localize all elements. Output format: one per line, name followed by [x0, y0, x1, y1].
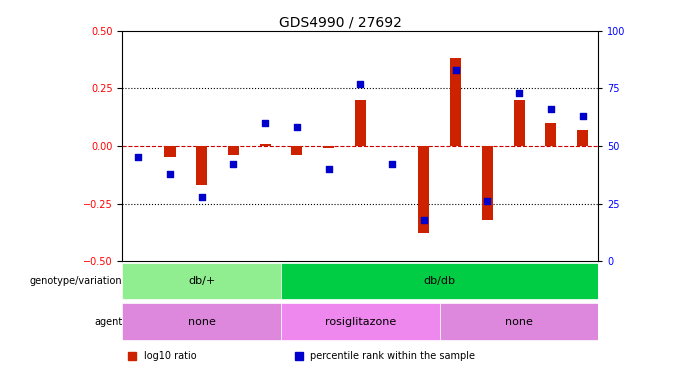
Text: GSM904683: GSM904683 [578, 265, 587, 312]
Text: GSM904679: GSM904679 [451, 265, 460, 312]
Text: GSM904680: GSM904680 [483, 265, 492, 312]
Bar [545, 123, 556, 146]
FancyBboxPatch shape [440, 303, 598, 340]
Text: GSM904682: GSM904682 [546, 265, 556, 311]
Text: GSM904677: GSM904677 [229, 265, 238, 312]
Point [387, 161, 398, 167]
FancyBboxPatch shape [281, 303, 440, 340]
Bar [450, 58, 461, 146]
Text: none: none [505, 316, 533, 327]
Text: genotype/variation: genotype/variation [30, 276, 122, 286]
Point [513, 90, 524, 96]
Text: GSM904681: GSM904681 [515, 265, 524, 311]
Text: none: none [188, 316, 216, 327]
Text: GSM904675: GSM904675 [165, 265, 175, 312]
Point [228, 161, 239, 167]
Text: percentile rank within the sample: percentile rank within the sample [310, 351, 475, 361]
Text: GSM904685: GSM904685 [324, 265, 333, 312]
Point [577, 113, 588, 119]
FancyBboxPatch shape [281, 263, 598, 300]
FancyBboxPatch shape [122, 263, 281, 300]
Text: GSM904688: GSM904688 [420, 265, 428, 311]
Text: db/db: db/db [424, 276, 456, 286]
Bar [165, 146, 175, 157]
Point [197, 194, 207, 200]
Text: GSM904684: GSM904684 [292, 265, 301, 312]
Point [165, 170, 175, 177]
Text: GSM904686: GSM904686 [356, 265, 365, 312]
Point [355, 81, 366, 87]
Point [545, 106, 556, 112]
Point [292, 124, 303, 131]
Point [450, 67, 461, 73]
Point [482, 198, 493, 204]
Text: GSM904678: GSM904678 [260, 265, 270, 312]
Bar [481, 146, 493, 220]
Text: GSM904687: GSM904687 [388, 265, 396, 312]
Text: rosiglitazone: rosiglitazone [325, 316, 396, 327]
Bar [260, 144, 271, 146]
Bar [355, 100, 366, 146]
FancyBboxPatch shape [122, 303, 281, 340]
Text: GDS4990 / 27692: GDS4990 / 27692 [279, 15, 401, 29]
Bar [418, 146, 430, 233]
Point [418, 217, 429, 223]
Bar [323, 146, 335, 148]
Text: db/+: db/+ [188, 276, 216, 286]
Bar [513, 100, 525, 146]
Bar [196, 146, 207, 185]
Text: log10 ratio: log10 ratio [144, 351, 197, 361]
Text: GSM904676: GSM904676 [197, 265, 206, 312]
Point [323, 166, 334, 172]
Text: agent: agent [94, 316, 122, 327]
Bar [577, 130, 588, 146]
Bar [228, 146, 239, 155]
Text: GSM904674: GSM904674 [134, 265, 143, 312]
Point [260, 120, 271, 126]
Bar [291, 146, 303, 155]
Point [133, 154, 143, 161]
